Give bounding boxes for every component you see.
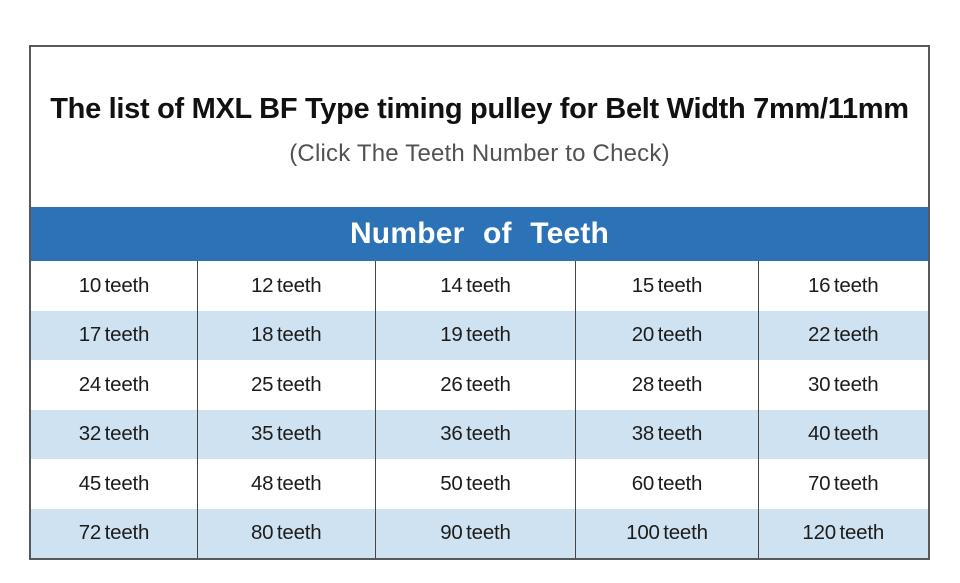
teeth-cell[interactable]: 70 teeth bbox=[757, 459, 928, 509]
table-row: 10 teeth 12 teeth 14 teeth 15 teeth 16 teeth bbox=[31, 261, 928, 311]
table-row: 24 teeth 25 teeth 26 teeth 28 teeth 30 teeth bbox=[31, 360, 928, 410]
teeth-cell[interactable]: 36 teeth bbox=[374, 409, 576, 459]
table-row: 32 teeth 35 teeth 36 teeth 38 teeth 40 teeth bbox=[31, 409, 928, 459]
teeth-cell[interactable]: 30 teeth bbox=[757, 360, 928, 410]
table-row: 17 teeth 18 teeth 19 teeth 20 teeth 22 teeth bbox=[31, 310, 928, 360]
teeth-cell[interactable]: 35 teeth bbox=[196, 409, 375, 459]
teeth-cell[interactable]: 22 teeth bbox=[757, 310, 928, 360]
teeth-cell[interactable]: 12 teeth bbox=[196, 261, 375, 311]
teeth-cell[interactable]: 120 teeth bbox=[757, 508, 928, 558]
teeth-cell[interactable]: 28 teeth bbox=[575, 360, 757, 410]
page-title: The list of MXL BF Type timing pulley fo… bbox=[50, 92, 909, 125]
teeth-cell[interactable]: 100 teeth bbox=[575, 508, 757, 558]
table-row: 45 teeth 48 teeth 50 teeth 60 teeth 70 teeth bbox=[31, 459, 928, 509]
teeth-cell[interactable]: 14 teeth bbox=[374, 261, 576, 311]
teeth-table: 10 teeth 12 teeth 14 teeth 15 teeth 16 teeth… bbox=[31, 261, 928, 558]
teeth-cell[interactable]: 10 teeth bbox=[78, 273, 150, 297]
page-subtitle: (Click The Teeth Number to Check) bbox=[289, 139, 670, 167]
teeth-cell[interactable]: 48 teeth bbox=[196, 459, 375, 509]
teeth-cell[interactable]: 72 teeth bbox=[78, 521, 150, 545]
teeth-cell[interactable]: 26 teeth bbox=[374, 360, 576, 410]
teeth-cell[interactable]: 60 teeth bbox=[575, 459, 757, 509]
teeth-cell[interactable]: 45 teeth bbox=[78, 471, 150, 495]
teeth-cell[interactable]: 18 teeth bbox=[196, 310, 375, 360]
teeth-cell[interactable]: 80 teeth bbox=[196, 508, 375, 558]
teeth-cell[interactable]: 25 teeth bbox=[196, 360, 375, 410]
content-card: The list of MXL BF Type timing pulley fo… bbox=[29, 45, 930, 560]
table-row: 72 teeth 80 teeth 90 teeth 100 teeth 120 tee… bbox=[31, 508, 928, 558]
teeth-cell[interactable]: 32 teeth bbox=[78, 422, 150, 446]
teeth-cell[interactable]: 90 teeth bbox=[374, 508, 576, 558]
teeth-cell[interactable]: 15 teeth bbox=[575, 261, 757, 311]
teeth-cell[interactable]: 16 teeth bbox=[757, 261, 928, 311]
teeth-table-header: Number of Teeth bbox=[31, 207, 928, 261]
teeth-cell[interactable]: 20 teeth bbox=[575, 310, 757, 360]
teeth-cell[interactable]: 17 teeth bbox=[78, 323, 150, 347]
title-block: The list of MXL BF Type timing pulley fo… bbox=[31, 47, 928, 207]
teeth-cell[interactable]: 50 teeth bbox=[374, 459, 576, 509]
teeth-cell[interactable]: 38 teeth bbox=[575, 409, 757, 459]
teeth-cell[interactable]: 40 teeth bbox=[757, 409, 928, 459]
teeth-cell[interactable]: 24 teeth bbox=[78, 372, 150, 396]
teeth-cell[interactable]: 19 teeth bbox=[374, 310, 576, 360]
